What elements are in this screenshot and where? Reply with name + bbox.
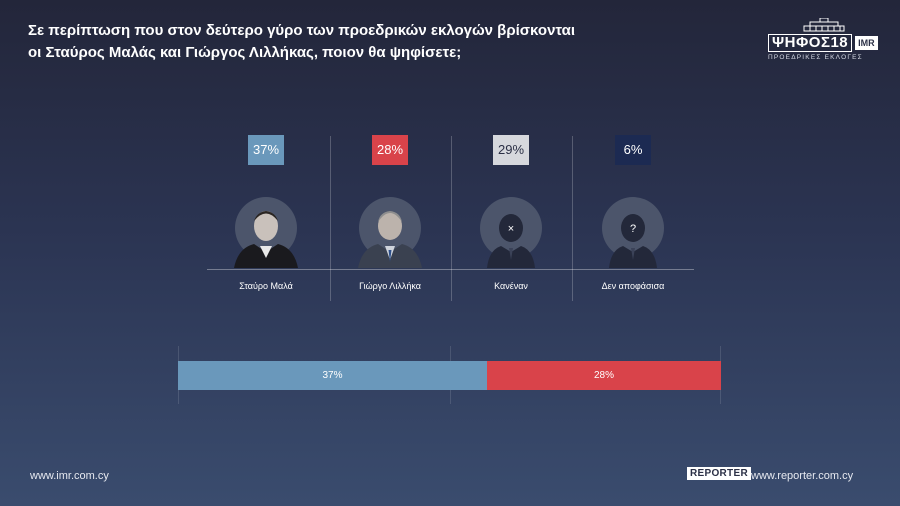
building-icon: [803, 18, 845, 32]
title-line-2: οι Σταύρος Μαλάς και Γιώργος Λιλλήκας, π…: [28, 44, 462, 61]
candidate-photo-icon: [234, 197, 298, 268]
column-malas: 37% Σταύρο Μαλά: [206, 130, 326, 300]
column-lillikas: 28% Γιώργο Λιλλήκα: [330, 130, 450, 300]
value-label: 37%: [248, 135, 284, 165]
logo-word: ΨΗΦΟΣ18: [768, 34, 853, 52]
logo-subtitle: ΠΡΟΕΔΡΙΚΕΣ ΕΚΛΟΓΕΣ: [768, 54, 863, 61]
icon-mark: ?: [630, 223, 636, 235]
value-label: 6%: [615, 135, 651, 165]
reporter-logo: REPORTER: [687, 467, 751, 480]
avatar-baseline: [207, 269, 694, 270]
imr-website[interactable]: www.imr.com.cy: [30, 470, 109, 482]
value-label: 28%: [372, 135, 408, 165]
category-label: Σταύρο Μαλά: [239, 281, 293, 291]
x-silhouette-icon: ×: [480, 197, 542, 268]
category-label: Γιώργο Λιλλήκα: [359, 281, 421, 291]
column-divider: [451, 136, 452, 301]
column-divider: [572, 136, 573, 301]
category-label: Δεν αποφάσισα: [601, 281, 665, 291]
column-none: 29% × Κανέναν: [451, 130, 571, 300]
question-silhouette-icon: ?: [602, 197, 664, 268]
column-undecided: 6% ? Δεν αποφάσισα: [573, 130, 693, 300]
chart-title: Σε περίπτωση που στον δεύτερο γύρο των π…: [28, 20, 668, 64]
candidate-photo-icon: [358, 197, 422, 268]
reporter-website[interactable]: www.reporter.com.cy: [751, 470, 854, 482]
bar-segment-malas: 37%: [178, 361, 487, 390]
title-line-1: Σε περίπτωση που στον δεύτερο γύρο των π…: [28, 22, 576, 39]
value-label: 29%: [493, 135, 529, 165]
logo-brand: IMR: [855, 36, 878, 50]
icon-mark: ×: [508, 223, 514, 235]
category-label: Κανέναν: [494, 281, 528, 291]
column-divider: [330, 136, 331, 301]
stacked-bar: 37% 28%: [178, 361, 721, 390]
bar-segment-lillikas: 28%: [487, 361, 721, 390]
psifos18-logo: ΨΗΦΟΣ18 IMR ΠΡΟΕΔΡΙΚΕΣ ΕΚΛΟΓΕΣ: [768, 18, 880, 64]
